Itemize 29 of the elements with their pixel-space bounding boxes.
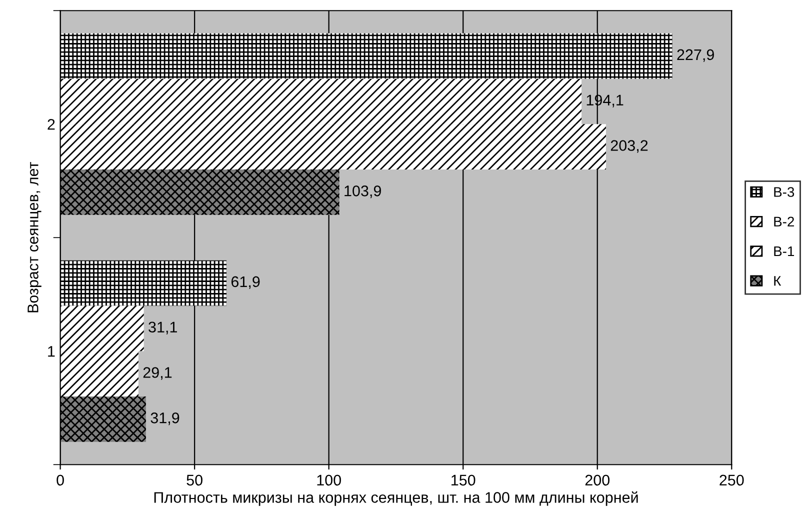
bar bbox=[60, 124, 606, 170]
bar bbox=[60, 78, 582, 124]
data-label: 31,9 bbox=[150, 412, 180, 426]
y-tick-label: 1 bbox=[48, 346, 55, 357]
x-tick-label: 200 bbox=[585, 474, 610, 486]
y-tick-label: 2 bbox=[48, 118, 55, 130]
bar bbox=[60, 351, 138, 397]
data-label: 29,1 bbox=[143, 367, 172, 380]
legend-label: В-3 bbox=[774, 187, 794, 197]
legend-label: В-1 bbox=[774, 246, 794, 256]
bar bbox=[60, 33, 672, 79]
x-tick-label: 250 bbox=[720, 474, 744, 486]
data-label: 203,2 bbox=[610, 140, 648, 153]
bar bbox=[60, 170, 340, 215]
bar bbox=[60, 260, 227, 306]
legend-label: В-2 bbox=[774, 216, 794, 226]
data-label: 31,1 bbox=[148, 322, 177, 334]
data-label: 103,9 bbox=[344, 186, 381, 198]
data-label: 227,9 bbox=[677, 49, 714, 62]
x-tick-label: 100 bbox=[317, 474, 341, 486]
bar bbox=[60, 306, 144, 352]
x-tick-label: 0 bbox=[56, 474, 64, 486]
x-tick-label: 50 bbox=[186, 474, 202, 486]
bar bbox=[60, 396, 146, 442]
legend-label: К bbox=[774, 276, 782, 286]
y-axis-title: Возраст сеянцев, лет bbox=[28, 162, 42, 312]
data-label: 61,9 bbox=[231, 276, 260, 289]
x-tick-label: 150 bbox=[452, 474, 476, 486]
x-axis-title: Плотность микризы на корнях сеянцев, шт. на 100 мм длины корней bbox=[154, 491, 638, 506]
